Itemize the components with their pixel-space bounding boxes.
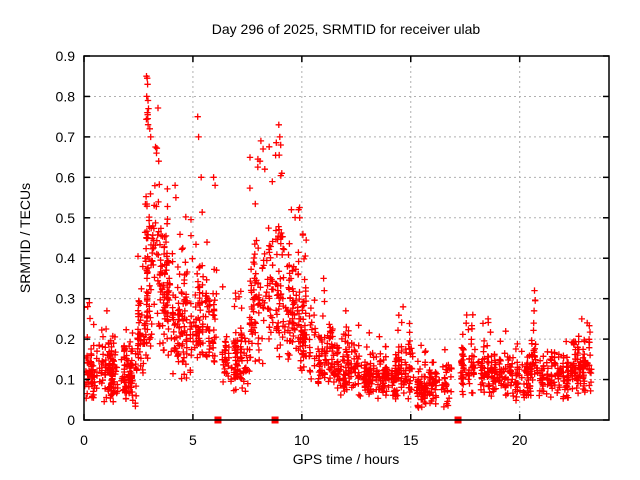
chart-title: Day 296 of 2025, SRMTID for receiver ula… <box>212 21 481 37</box>
y-tick-label: 0.2 <box>56 331 76 347</box>
srmtid-points-path <box>84 73 595 411</box>
y-tick-label: 0.4 <box>56 250 76 266</box>
y-tick-label: 0.1 <box>56 372 76 388</box>
y-tick-label: 0.7 <box>56 129 76 145</box>
grid-lines <box>84 56 609 420</box>
x-tick-label: 10 <box>294 432 310 448</box>
y-axis-label: SRMTID / TECUs <box>17 183 33 293</box>
y-tick-label: 0.8 <box>56 88 76 104</box>
plot-border <box>83 55 610 421</box>
tick-labels: 0 0.1 0.2 0.3 0.4 0.5 0.6 0.7 0.8 0.9 0 5 10 15 20 <box>56 48 528 448</box>
axis-ticks <box>83 55 609 421</box>
y-tick-label: 0 <box>67 412 75 428</box>
y-tick-label: 0.3 <box>56 291 76 307</box>
y-tick-label: 0.5 <box>56 210 76 226</box>
x-tick-label: 20 <box>512 432 528 448</box>
x-tick-label: 5 <box>189 432 197 448</box>
x-axis-label: GPS time / hours <box>293 451 400 467</box>
x-tick-label: 15 <box>403 432 419 448</box>
scatter-points <box>84 73 595 411</box>
y-tick-label: 0.9 <box>56 48 76 64</box>
y-tick-label: 0.6 <box>56 169 76 185</box>
x-tick-label: 0 <box>80 432 88 448</box>
